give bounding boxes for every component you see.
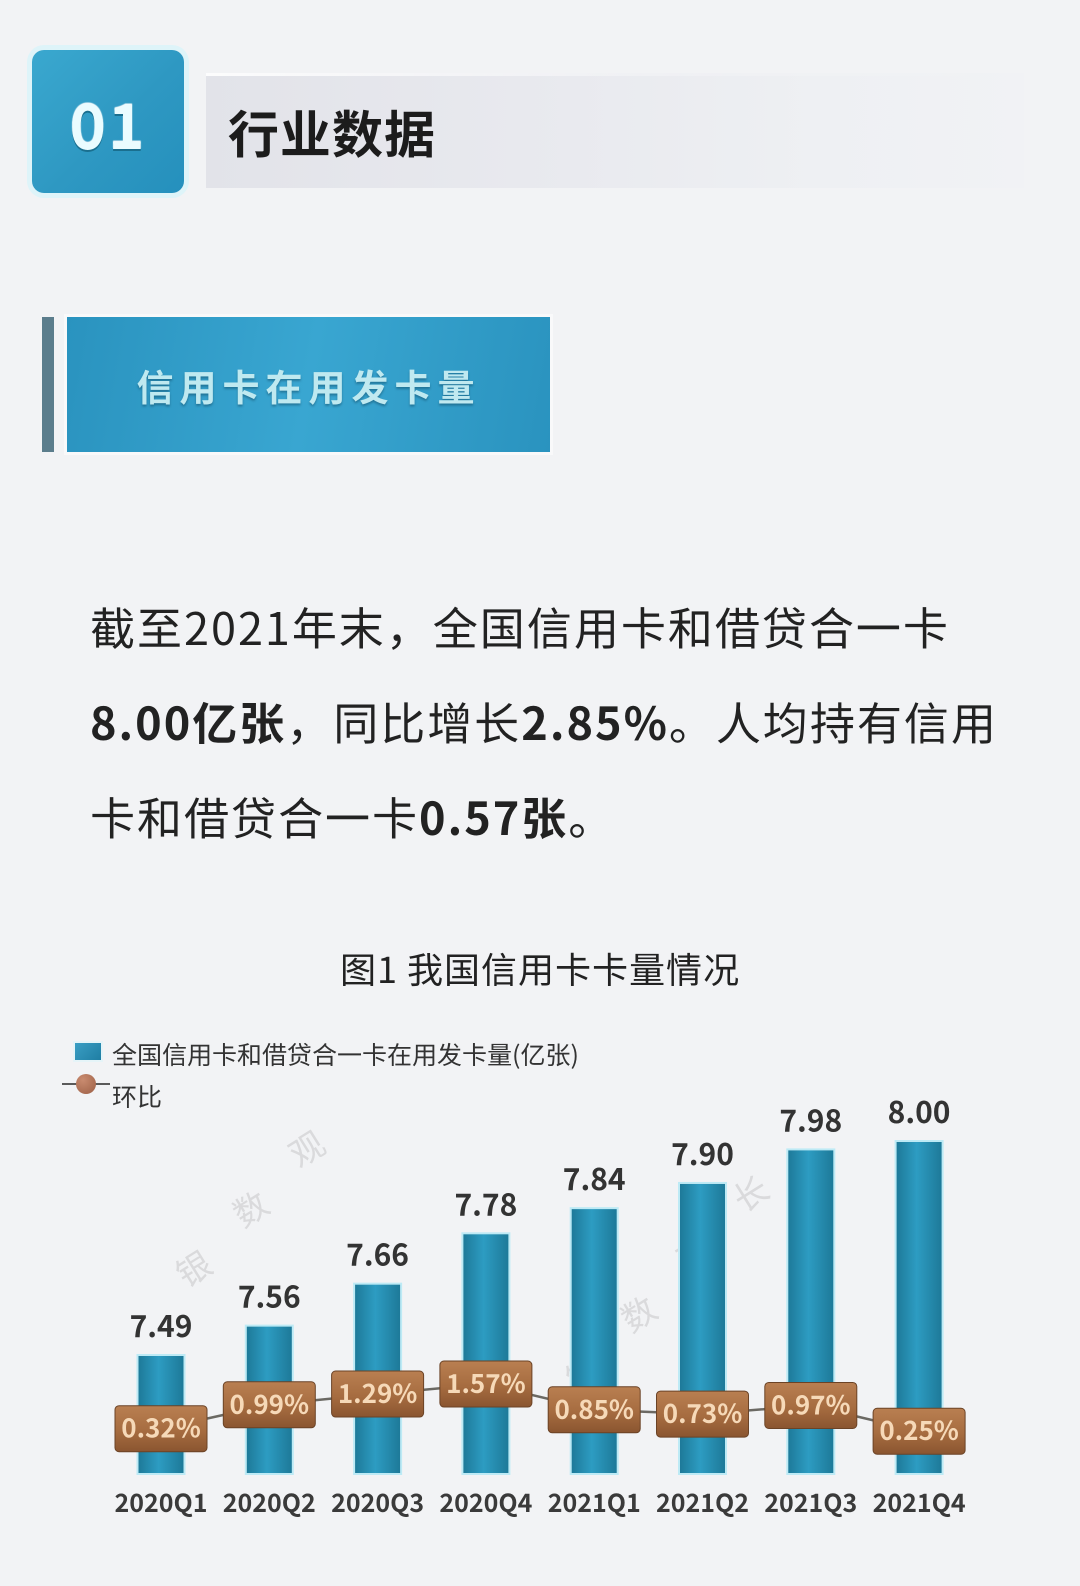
svg-text:2021Q4: 2021Q4 [873,1484,966,1520]
svg-text:1.29%: 1.29% [338,1374,418,1411]
svg-text:0.99%: 0.99% [230,1385,310,1422]
svg-text:0.25%: 0.25% [879,1411,959,1448]
svg-text:2020Q1: 2020Q1 [114,1484,207,1520]
svg-text:2020Q3: 2020Q3 [331,1484,424,1520]
svg-text:8.00: 8.00 [888,1088,951,1132]
svg-text:0.85%: 0.85% [554,1390,634,1427]
svg-text:7.66: 7.66 [346,1231,409,1275]
svg-text:7.49: 7.49 [130,1302,193,1346]
svg-text:0.73%: 0.73% [663,1394,743,1431]
svg-text:2021Q3: 2021Q3 [764,1484,857,1520]
svg-text:1.57%: 1.57% [446,1364,526,1401]
svg-text:2021Q1: 2021Q1 [548,1484,641,1520]
svg-text:0.97%: 0.97% [771,1385,851,1422]
svg-text:7.56: 7.56 [238,1273,301,1317]
svg-text:2021Q2: 2021Q2 [656,1484,749,1520]
svg-text:7.90: 7.90 [671,1130,734,1174]
svg-text:7.98: 7.98 [779,1096,842,1140]
svg-text:7.78: 7.78 [454,1180,517,1224]
svg-text:2020Q2: 2020Q2 [223,1484,316,1520]
svg-text:2020Q4: 2020Q4 [439,1484,532,1520]
svg-text:7.84: 7.84 [563,1155,626,1199]
svg-text:0.32%: 0.32% [121,1409,201,1446]
